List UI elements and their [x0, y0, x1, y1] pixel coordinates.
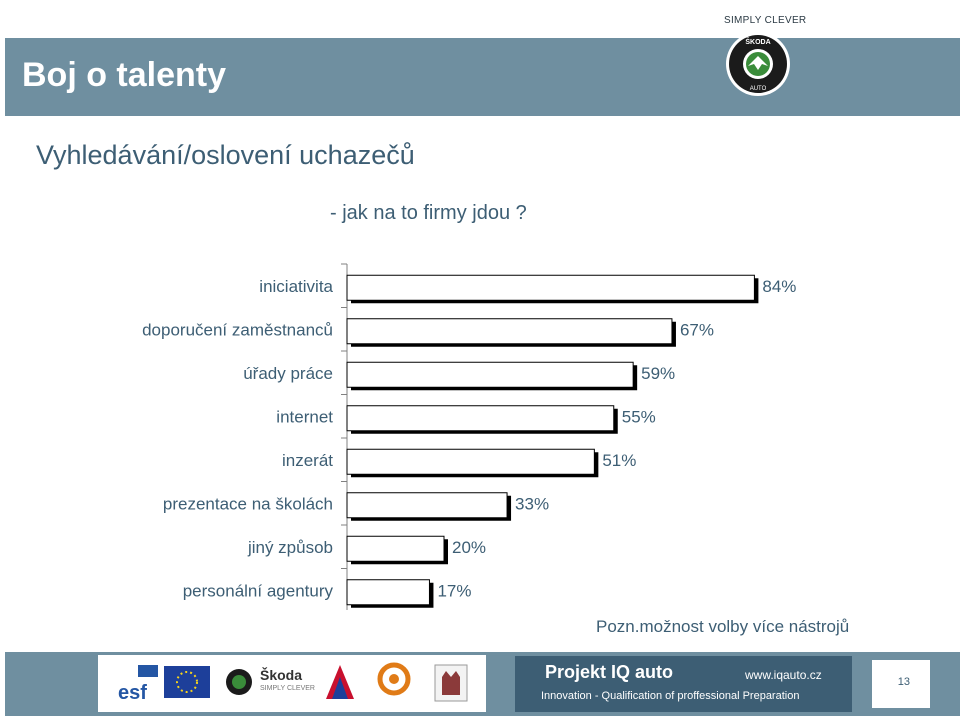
page-number: 13	[872, 660, 930, 708]
page-title: Boj o talenty	[22, 56, 227, 94]
chart-value-label: 20%	[452, 538, 486, 557]
chart-category-label: inzerát	[282, 451, 333, 470]
crest-logo-icon	[434, 664, 468, 702]
skoda-footer-text: Škoda	[260, 667, 303, 683]
chart-bar	[346, 274, 755, 301]
svg-text:esf: esf	[118, 682, 147, 703]
chart-value-label: 84%	[762, 277, 796, 296]
section-title: Vyhledávání/oslovení uchazečů	[36, 140, 415, 170]
chart-value-label: 67%	[680, 320, 714, 339]
chart-category-label: personální agentury	[183, 581, 334, 600]
svg-text:ŠKODA: ŠKODA	[745, 37, 770, 46]
chart-bar	[346, 361, 634, 388]
project-title: Projekt IQ auto	[545, 662, 674, 682]
skoda-logo-icon	[226, 669, 252, 695]
chart-category-label: úřady práce	[243, 364, 333, 383]
project-description: Innovation - Qualification of proffessio…	[541, 690, 800, 702]
chart-value-label: 17%	[437, 581, 471, 600]
chart-bar	[346, 492, 508, 519]
chart-value-label: 51%	[602, 451, 636, 470]
chart-bar	[346, 405, 615, 432]
chart-category-label: jiný způsob	[247, 538, 333, 557]
footer-logo-strip: esf Škoda SIMPLY CLEVER	[98, 655, 486, 712]
chart-category-label: iniciativita	[259, 277, 333, 296]
chart-bar	[346, 535, 445, 562]
project-box: Projekt IQ auto www.iqauto.cz Innovation…	[515, 656, 852, 712]
chart-bar	[346, 448, 595, 475]
chart-note: Pozn.možnost volby více nástrojů	[596, 617, 850, 636]
eu-flag-icon	[164, 666, 210, 698]
iq-auto-logo-icon	[377, 662, 411, 696]
brand-tagline: SIMPLY CLEVER	[724, 15, 807, 26]
chart-bar	[346, 579, 430, 606]
header-band	[5, 38, 960, 116]
chart-bar	[346, 318, 673, 345]
chart-category-label: internet	[276, 407, 333, 426]
chart-value-label: 55%	[622, 407, 656, 426]
chart-category-label: doporučení zaměstnanců	[142, 320, 333, 339]
aja-logo-icon	[326, 665, 354, 699]
project-url[interactable]: www.iqauto.cz	[745, 668, 822, 682]
skoda-footer-tagline: SIMPLY CLEVER	[260, 685, 315, 692]
bar-chart: iniciativita 84% doporučení zaměstnanců 67%…	[142, 263, 796, 610]
skoda-auto-logo-icon: ŠKODA AUTO	[726, 32, 790, 96]
subtitle: - jak na to firmy jdou ?	[330, 202, 527, 224]
chart-value-label: 59%	[641, 364, 675, 383]
esf-logo-icon: esf	[116, 665, 160, 703]
chart-category-label: prezentace na školách	[163, 494, 333, 513]
chart-value-label: 33%	[515, 494, 549, 513]
svg-text:AUTO: AUTO	[750, 86, 767, 92]
